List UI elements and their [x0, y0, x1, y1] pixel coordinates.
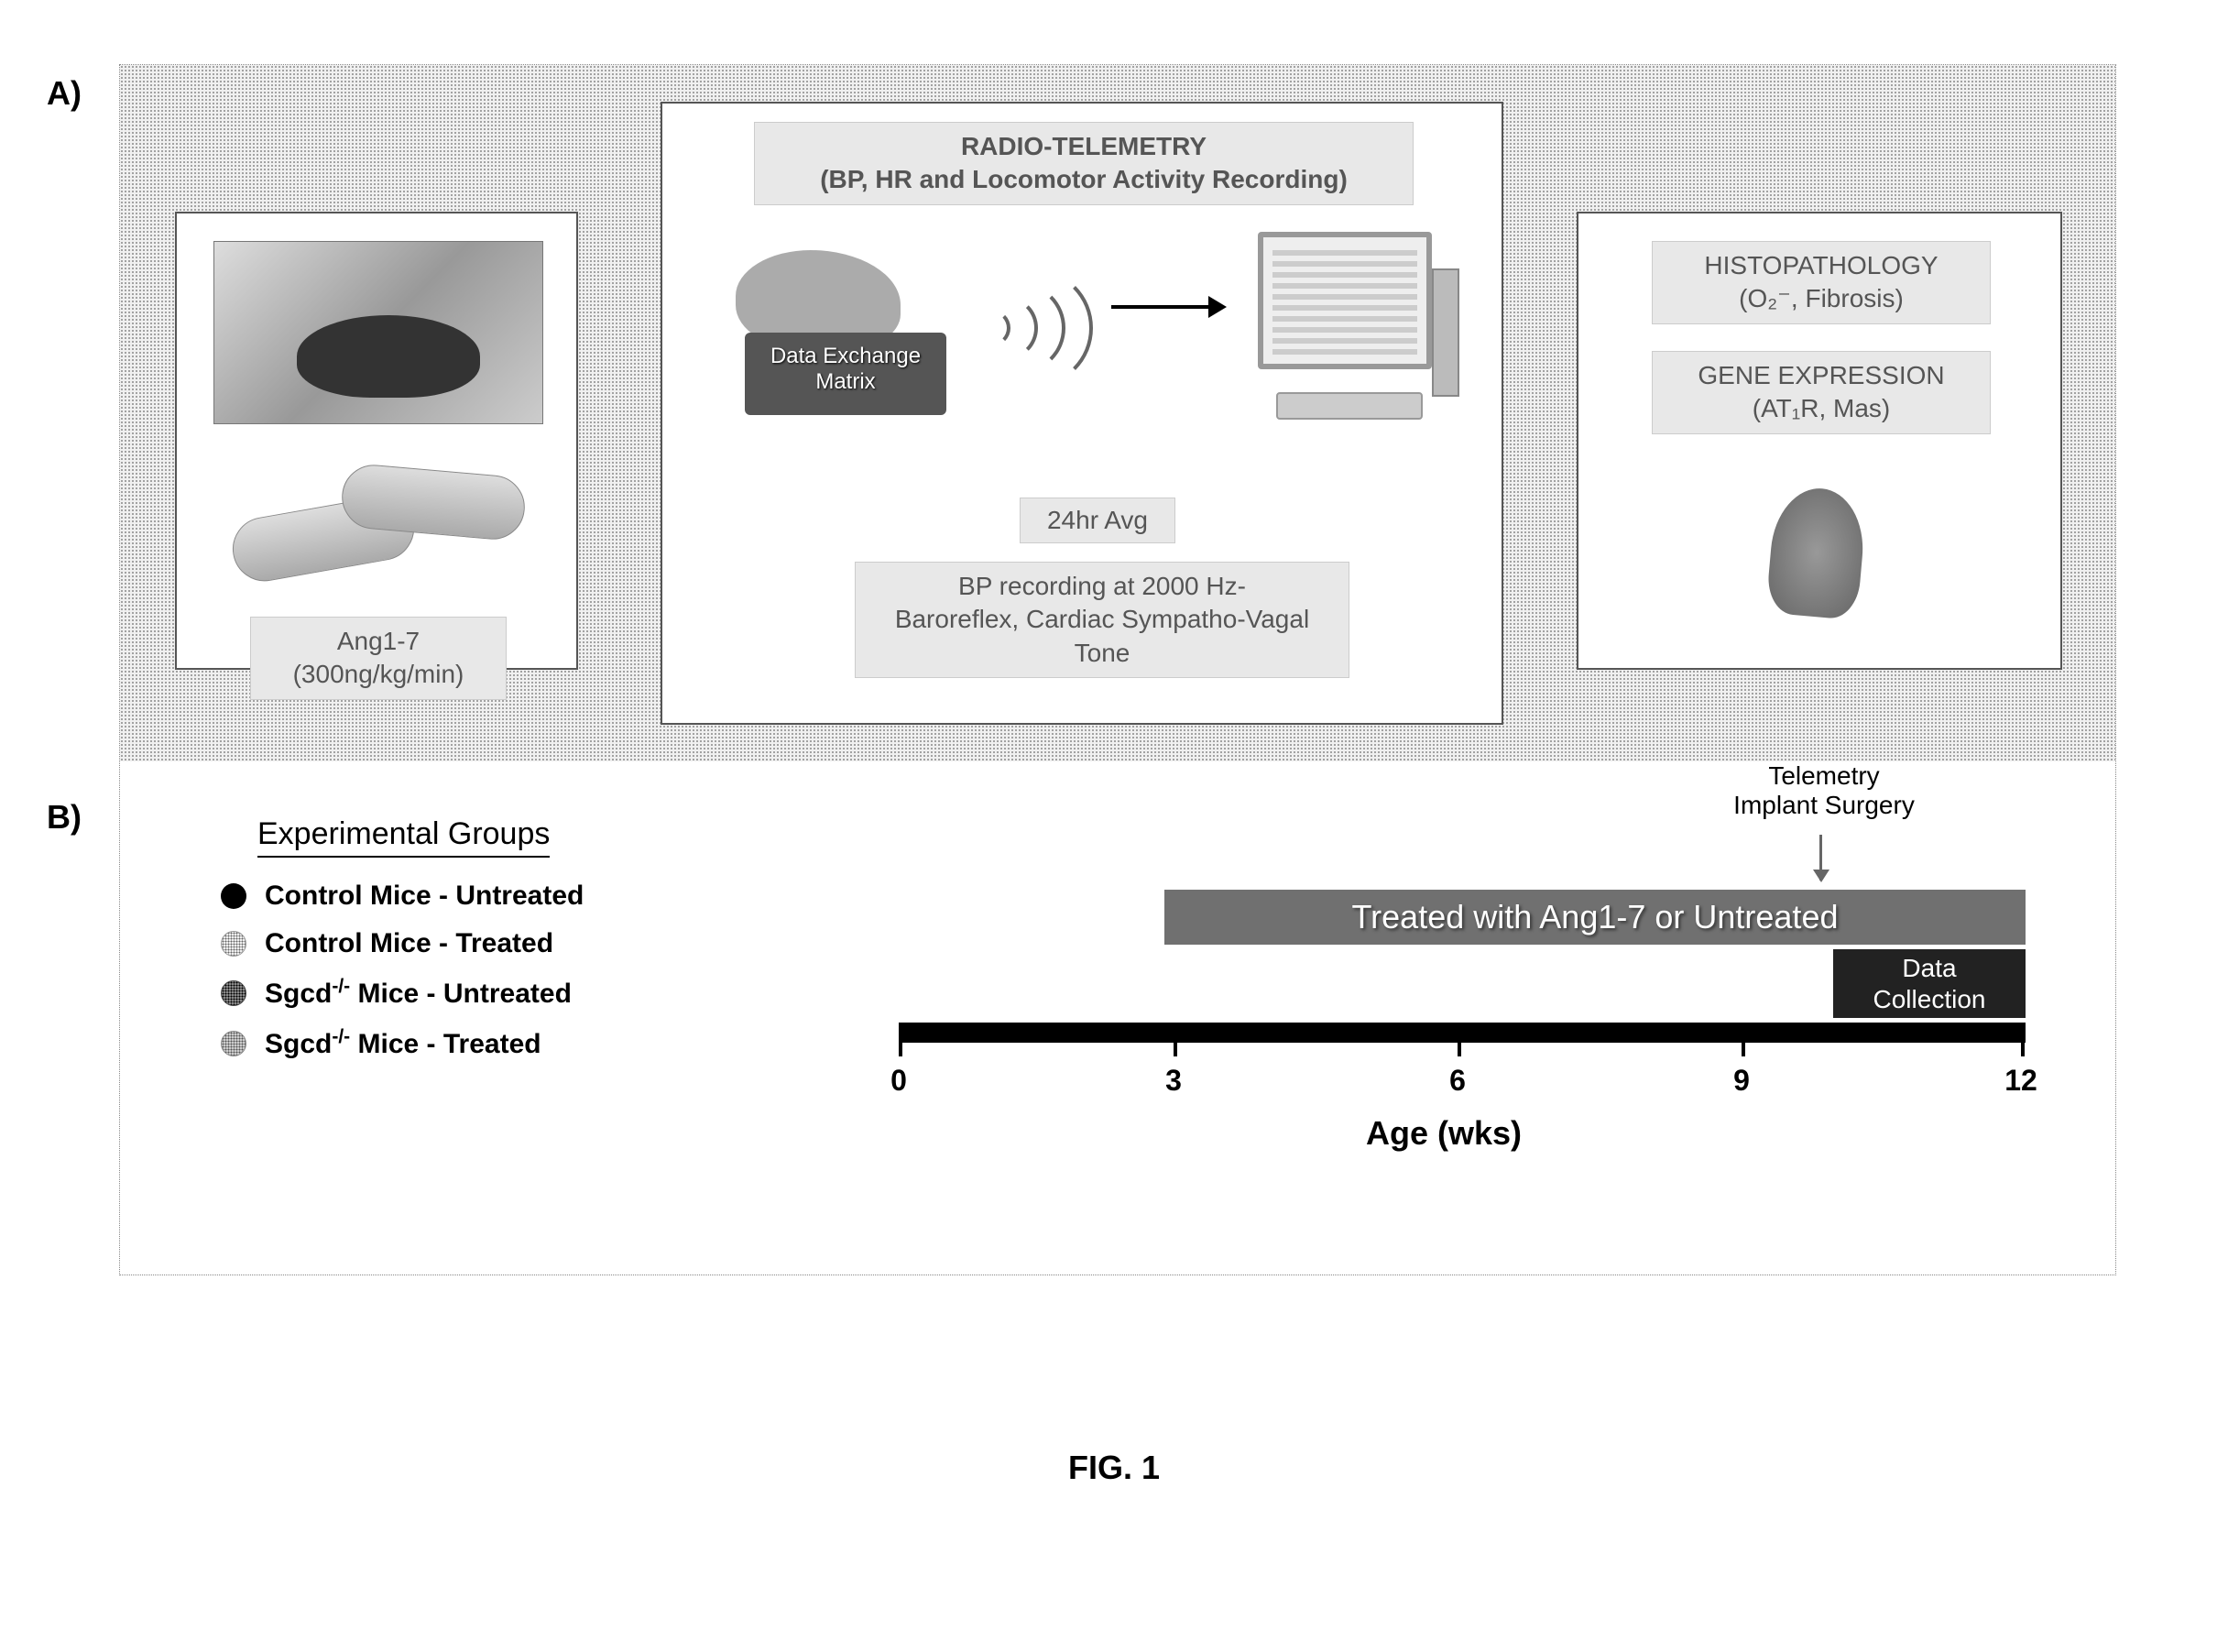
group-item: Sgcd-/- Mice - Treated	[221, 1026, 584, 1060]
group-item: Control Mice - Untreated	[221, 881, 584, 912]
axis-tick	[1742, 1027, 1745, 1056]
figure-container: A) B) Ang1-7 (300ng/kg/min) RADIO-TELEME…	[119, 64, 2116, 1275]
histopathology-label: HISTOPATHOLOGY (O₂⁻, Fibrosis)	[1652, 241, 1991, 324]
panel-b: Experimental Groups Control Mice - Untre…	[120, 761, 2115, 1275]
data-exchange-block: Data Exchange Matrix	[717, 241, 983, 424]
figure-caption: FIG. 1	[1068, 1449, 1160, 1487]
surgery-arrow-icon	[1819, 835, 1822, 881]
axis-tick	[2021, 1027, 2025, 1056]
mouse-body-shape	[297, 315, 480, 398]
axis-tick-label: 3	[1165, 1064, 1182, 1098]
telemetry-title: RADIO-TELEMETRY (BP, HR and Locomotor Ac…	[754, 122, 1414, 205]
group-item: Control Mice - Treated	[221, 928, 584, 959]
left-box: Ang1-7 (300ng/kg/min)	[175, 212, 578, 670]
middle-box: RADIO-TELEMETRY (BP, HR and Locomotor Ac…	[661, 102, 1503, 725]
panel-b-label: B)	[47, 798, 82, 837]
group-label: Control Mice - Untreated	[265, 881, 584, 912]
data-collection-bar: Data Collection	[1833, 949, 2026, 1018]
heart-illustration	[1734, 470, 1899, 644]
treated-bar: Treated with Ang1-7 or Untreated	[1164, 890, 2026, 945]
axis-tick	[899, 1027, 902, 1056]
axis-tick-label: 9	[1733, 1064, 1750, 1098]
legend-bullet-icon	[221, 1031, 246, 1056]
legend-bullet-icon	[221, 931, 246, 957]
axis-title: Age (wks)	[1366, 1114, 1522, 1153]
group-label: Sgcd-/- Mice - Treated	[265, 1026, 541, 1060]
axis-tick-label: 12	[2004, 1064, 2037, 1098]
legend-bullet-icon	[221, 980, 246, 1006]
drug-label: Ang1-7 (300ng/kg/min)	[250, 617, 507, 700]
axis-tick-label: 6	[1449, 1064, 1466, 1098]
timeline: Telemetry Implant Surgery Treated with A…	[926, 761, 2062, 1201]
panel-a: Ang1-7 (300ng/kg/min) RADIO-TELEMETRY (B…	[120, 65, 2115, 761]
panel-a-label: A)	[47, 74, 82, 113]
experimental-groups-title: Experimental Groups	[257, 816, 550, 858]
axis-bar	[899, 1023, 2026, 1043]
right-box: HISTOPATHOLOGY (O₂⁻, Fibrosis) GENE EXPR…	[1577, 212, 2062, 670]
gene-expression-label: GENE EXPRESSION (AT₁R, Mas)	[1652, 351, 1991, 434]
computer-icon	[1249, 232, 1459, 443]
arrow-head-icon	[1208, 296, 1227, 318]
axis-tick	[1174, 1027, 1177, 1056]
axis-tick-label: 0	[890, 1064, 907, 1098]
axis-tick	[1458, 1027, 1461, 1056]
avg-label: 24hr Avg	[1020, 498, 1175, 543]
group-list: Control Mice - Untreated Control Mice - T…	[221, 881, 584, 1077]
legend-bullet-icon	[221, 883, 246, 909]
group-label: Sgcd-/- Mice - Untreated	[265, 976, 572, 1010]
bp-recording-label: BP recording at 2000 Hz- Baroreflex, Car…	[855, 562, 1349, 678]
mouse-photo	[213, 241, 543, 424]
group-item: Sgcd-/- Mice - Untreated	[221, 976, 584, 1010]
telemetry-surgery-label: Telemetry Implant Surgery	[1705, 761, 1943, 820]
group-label: Control Mice - Treated	[265, 928, 553, 959]
wifi-waves-icon	[974, 268, 1093, 388]
arrow-icon	[1111, 305, 1212, 309]
pills-illustration	[213, 452, 543, 598]
data-exchange-matrix-label: Data Exchange Matrix	[745, 333, 946, 415]
